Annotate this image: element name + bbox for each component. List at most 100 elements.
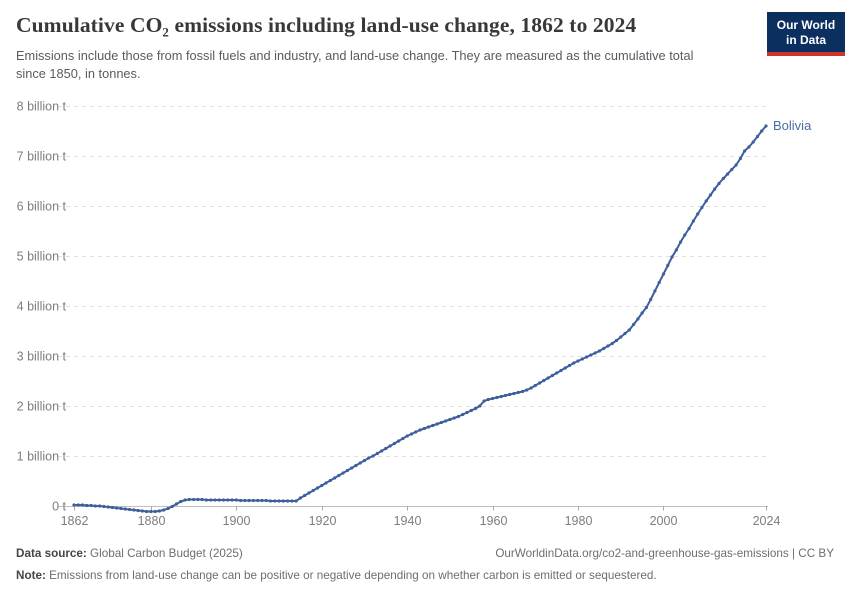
data-point (132, 508, 136, 512)
data-point (80, 503, 85, 507)
data-point (520, 389, 525, 394)
data-point (482, 399, 486, 403)
data-point (98, 504, 102, 508)
chart-note: Note: Emissions from land-use change can… (16, 568, 834, 584)
data-point (563, 366, 567, 370)
data-point (525, 388, 529, 392)
data-point (409, 432, 414, 436)
data-point (696, 212, 700, 216)
data-point (277, 499, 281, 503)
data-point (473, 406, 478, 411)
data-point (478, 404, 482, 408)
data-point (708, 193, 713, 197)
data-point (333, 476, 337, 480)
data-point (503, 393, 507, 398)
series-end-label: Bolivia (773, 118, 812, 133)
data-point (619, 335, 623, 339)
data-point (743, 149, 747, 153)
chart-subtitle: Emissions include those from fossil fuel… (16, 47, 694, 82)
data-point (683, 233, 687, 237)
data-point (644, 305, 649, 310)
y-tick-label: 4 billion t (17, 300, 67, 314)
data-point (764, 124, 768, 128)
data-point (358, 461, 362, 465)
data-point (649, 297, 653, 302)
y-tick-label: 2 billion t (17, 400, 67, 414)
data-point (691, 219, 696, 223)
data-point (290, 499, 294, 503)
data-point (529, 386, 533, 390)
data-point (717, 181, 721, 186)
y-tick-label: 3 billion t (17, 350, 67, 364)
data-point (392, 441, 396, 446)
data-point (465, 410, 469, 415)
data-point (85, 503, 89, 508)
data-source-value: Global Carbon Budget (2025) (86, 547, 243, 560)
citation-link[interactable]: OurWorldinData.org/co2-and-greenhouse-ga… (495, 547, 834, 560)
data-point (606, 344, 610, 348)
data-point (674, 248, 678, 252)
data-source: Data source: Global Carbon Budget (2025) (16, 546, 243, 562)
data-point (704, 199, 708, 203)
data-point (461, 412, 465, 417)
data-line[interactable] (73, 125, 767, 513)
data-point (426, 425, 431, 429)
data-point (145, 509, 149, 514)
data-point (328, 478, 332, 483)
data-point (221, 498, 226, 502)
data-point (166, 506, 170, 511)
data-point (179, 499, 183, 504)
data-point (127, 507, 132, 512)
chart-canvas[interactable]: 0 t 1 billion t 2 billion t 3 billion t 4 bi… (0, 96, 850, 544)
footer-row: Data source: Global Carbon Budget (2025)… (16, 546, 834, 562)
data-point (439, 420, 443, 425)
data-point (623, 331, 627, 336)
data-point (367, 456, 371, 460)
data-point (320, 483, 324, 488)
data-point (89, 503, 93, 508)
data-point (448, 417, 452, 422)
data-point (72, 503, 76, 507)
data-point (405, 434, 409, 438)
y-tick-label: 1 billion t (17, 450, 67, 464)
data-point (149, 509, 153, 514)
data-point (397, 439, 401, 443)
data-point (268, 499, 273, 503)
data-point (555, 371, 559, 375)
line-chart[interactable]: 0 t 1 billion t 2 billion t 3 billion t 4 bi… (0, 96, 850, 544)
data-point (204, 498, 208, 502)
y-tick-label: 6 billion t (17, 200, 67, 214)
data-point (281, 499, 285, 503)
data-point (627, 328, 631, 332)
data-point (162, 508, 166, 512)
note-value: Emissions from land-use change can be po… (45, 568, 657, 582)
y-tick-label: 8 billion t (17, 100, 67, 114)
data-point (401, 436, 405, 441)
data-point (136, 508, 140, 513)
data-point (486, 397, 490, 402)
data-point (469, 408, 473, 413)
data-point (354, 463, 358, 468)
owid-logo-line2: in Data (785, 33, 826, 47)
data-point (422, 426, 426, 431)
data-point (345, 468, 349, 473)
data-point (666, 263, 670, 268)
data-point (508, 392, 512, 397)
data-point (384, 446, 388, 451)
data-point (414, 430, 418, 434)
x-tick-label: 1862 (61, 514, 89, 528)
x-tick-label: 1920 (309, 514, 337, 528)
data-point (755, 134, 760, 139)
data-point (315, 486, 320, 490)
data-point (580, 357, 584, 361)
chart-title: Cumulative CO₂ emissions including land-… (16, 13, 637, 37)
x-tick-label: 1880 (138, 514, 166, 528)
data-point (760, 129, 764, 133)
owid-logo[interactable]: Our World in Data (767, 12, 845, 56)
data-point (187, 497, 191, 502)
data-point (375, 451, 379, 456)
data-point (226, 498, 230, 502)
data-point (640, 311, 644, 315)
x-tick-label: 2024 (753, 514, 781, 528)
data-point (567, 363, 572, 368)
